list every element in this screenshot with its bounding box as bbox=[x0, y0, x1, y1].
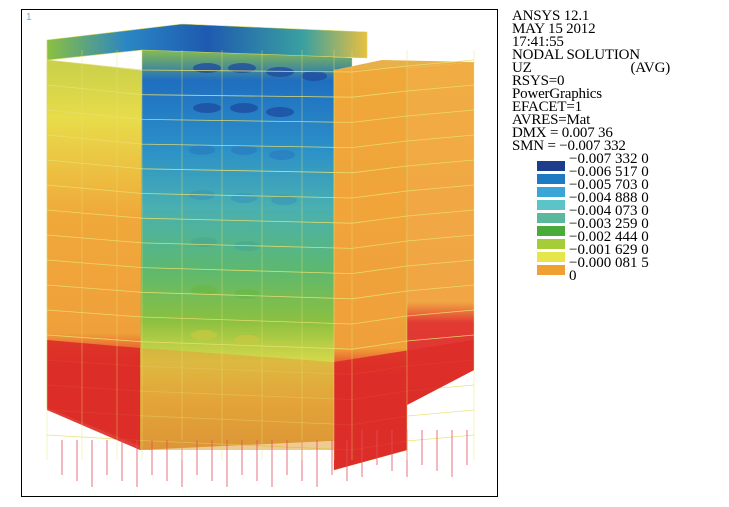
contour-value: −0.006 517 0 bbox=[569, 164, 649, 180]
contour-row: −0.002 444 0 bbox=[512, 229, 722, 249]
right-tower-top bbox=[334, 60, 474, 70]
setting-line: DMX = 0.007 36 bbox=[512, 125, 613, 141]
legend-panel: ANSYS 12.1 MAY 15 2012 17:41:55 NODAL SOLUT… bbox=[512, 8, 722, 284]
contour-row: −0.003 259 0 bbox=[512, 216, 722, 236]
contour-value: 0 bbox=[569, 268, 577, 284]
setting-line: EFACET=1 bbox=[512, 99, 582, 115]
contour-legend: −0.007 332 0 −0.006 517 0 −0.005 703 0 −0.0… bbox=[512, 151, 722, 284]
contour-row: −0.004 888 0 bbox=[512, 190, 722, 210]
frame-vertical-lines bbox=[46, 50, 475, 460]
setting-line: AVRES=Mat bbox=[512, 112, 591, 128]
contour-row: −0.007 332 0 bbox=[512, 151, 722, 171]
setting-line: SMN = −0.007 332 bbox=[512, 138, 626, 154]
setting-line: RSYS=0 bbox=[512, 73, 565, 89]
title-line: NODAL SOLUTION bbox=[512, 47, 640, 63]
contour-row: −0.001 629 0 bbox=[512, 242, 722, 262]
graphics-viewport[interactable]: 1 bbox=[21, 9, 498, 497]
contour-row: −0.004 073 0 bbox=[512, 203, 722, 223]
title-line: MAY 15 2012 bbox=[512, 21, 596, 37]
title-line: 17:41:55 bbox=[512, 34, 564, 50]
contour-value: −0.003 259 0 bbox=[569, 216, 649, 232]
contour-value: −0.005 703 0 bbox=[569, 177, 649, 193]
contour-swatch bbox=[537, 187, 565, 197]
contour-swatch bbox=[537, 213, 565, 223]
contour-value: −0.004 073 0 bbox=[569, 203, 649, 219]
settings-block: RSYS=0 PowerGraphics EFACET=1 AVRES=Mat DMX … bbox=[512, 73, 722, 154]
contour-value: −0.004 888 0 bbox=[569, 190, 649, 206]
left-base-red-zone bbox=[47, 340, 140, 450]
contour-row: −0.005 703 0 bbox=[512, 177, 722, 197]
right-base-red-zone bbox=[334, 340, 474, 470]
front-base-zone bbox=[140, 348, 334, 450]
avg-label: (AVG) bbox=[630, 60, 670, 76]
contour-value: −0.000 081 5 bbox=[569, 255, 649, 271]
contour-swatch bbox=[537, 239, 565, 249]
right-wing-face bbox=[407, 62, 474, 405]
contour-row: −0.000 081 5 bbox=[512, 255, 722, 275]
contour-value: −0.001 629 0 bbox=[569, 242, 649, 258]
contour-swatch bbox=[537, 226, 565, 236]
title-line: ANSYS 12.1 bbox=[512, 8, 590, 24]
setting-line: PowerGraphics bbox=[512, 86, 602, 102]
contour-swatch bbox=[537, 252, 565, 262]
contour-row: −0.006 517 0 bbox=[512, 164, 722, 184]
contour-swatch bbox=[537, 200, 565, 210]
model-contour-plot[interactable] bbox=[22, 10, 498, 497]
contour-row: 0 bbox=[512, 268, 722, 284]
window-number: 1 bbox=[26, 12, 32, 23]
title-block: ANSYS 12.1 MAY 15 2012 17:41:55 NODAL SOLUT… bbox=[512, 8, 722, 63]
contour-value: −0.002 444 0 bbox=[569, 229, 649, 245]
contour-value: −0.007 332 0 bbox=[569, 151, 649, 167]
uz-label: UZ bbox=[512, 60, 532, 76]
contour-swatch bbox=[537, 174, 565, 184]
contour-swatch bbox=[537, 161, 565, 171]
contour-swatch bbox=[537, 265, 565, 275]
result-type-row: UZ (AVG) bbox=[512, 60, 670, 76]
